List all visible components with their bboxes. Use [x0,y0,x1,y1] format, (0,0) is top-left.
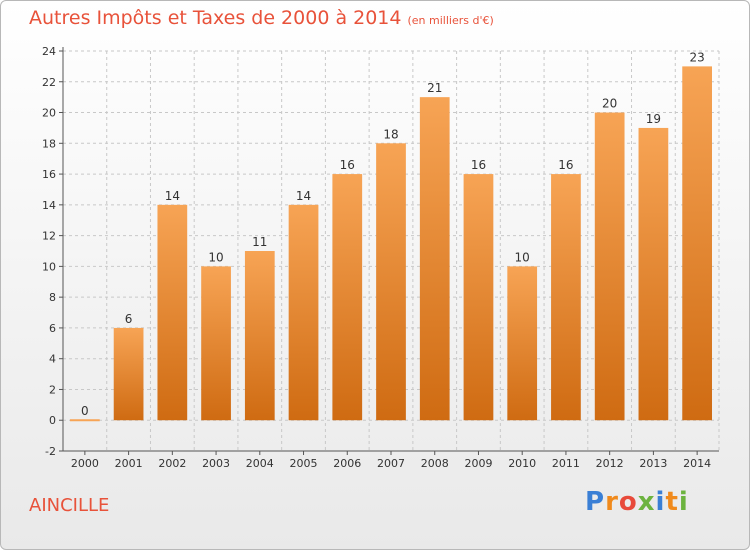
chart-unit: (en milliers d'€) [407,14,494,27]
data-label: 18 [383,127,398,141]
data-label: 16 [340,158,355,172]
x-tick-label: 2012 [596,457,624,470]
y-tick-label: 20 [42,107,56,120]
data-label: 20 [602,97,617,111]
bar [419,97,450,421]
y-tick-label: 18 [42,137,56,150]
data-label: 19 [646,112,661,126]
y-tick-label: 14 [42,199,56,212]
logo-letter: o [618,487,638,517]
data-label: 0 [81,404,89,418]
y-tick-label: 12 [42,230,56,243]
x-tick-label: 2014 [683,457,711,470]
y-tick-label: -2 [45,445,56,458]
y-tick-label: 2 [49,383,56,396]
x-tick-label: 2007 [377,457,405,470]
data-label: 10 [208,250,223,264]
y-tick-label: 16 [42,168,56,181]
bar [682,66,713,421]
x-tick-label: 2009 [464,457,492,470]
bar [157,204,188,421]
bar [201,266,231,421]
data-label: 10 [515,250,530,264]
data-label: 14 [165,189,180,203]
y-tick-label: 10 [42,260,56,273]
bar [551,174,581,421]
y-tick-label: 22 [42,76,56,89]
x-tick-label: 2000 [71,457,99,470]
x-tick-label: 2002 [158,457,186,470]
x-tick-label: 2003 [202,457,230,470]
y-tick-label: 0 [49,414,56,427]
y-tick-label: 6 [49,322,56,335]
x-tick-label: 2001 [115,457,143,470]
bar [244,251,275,421]
y-tick-label: 4 [49,353,56,366]
y-tick-label: 24 [42,45,56,58]
data-label: 6 [125,312,133,326]
logo-letter: t [665,487,679,517]
x-tick-label: 2005 [290,457,318,470]
bar [463,174,494,421]
bar [113,327,144,421]
bar [332,174,363,421]
logo-letter: i [678,487,689,517]
x-tick-label: 2006 [333,457,361,470]
bar [288,204,319,421]
y-tick-label: 8 [49,291,56,304]
bars [69,66,713,422]
data-label: 14 [296,189,311,203]
chart-title: Autres Impôts et Taxes de 2000 à 2014 (en… [29,7,494,29]
data-label: 23 [689,50,704,64]
data-label: 16 [471,158,486,172]
data-label: 11 [252,235,267,249]
data-label: 16 [558,158,573,172]
x-tick-label: 2011 [552,457,580,470]
value-labels: 0 6 14 10 11 14 16 18 21 16 10 16 20 19 23 [81,50,705,418]
bar [376,143,406,421]
chart-title-text: Autres Impôts et Taxes de 2000 à 2014 [29,7,402,29]
x-tick-label: 2010 [508,457,536,470]
logo-letter: P [585,487,606,517]
bar [594,112,625,421]
x-tick-label: 2004 [246,457,274,470]
logo-letter: r [605,487,619,517]
data-label: 21 [427,81,442,95]
bar [507,266,538,421]
logo-letter: i [655,487,666,517]
proxiti-logo: Proxiti [585,487,689,517]
x-tick-label: 2013 [639,457,667,470]
place-name: AINCILLE [29,495,110,516]
logo-letter: x [637,487,656,517]
bar [638,127,669,421]
x-tick-label: 2008 [421,457,449,470]
